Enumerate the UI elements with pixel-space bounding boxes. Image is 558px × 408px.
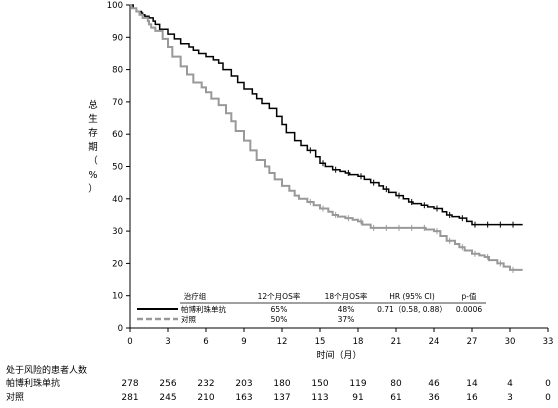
at-risk-value: 80 bbox=[390, 379, 402, 389]
legend-hr-pembro: 0.71（0.58, 0.88） bbox=[377, 305, 447, 314]
x-tick-label-18: 18 bbox=[353, 337, 364, 347]
y-axis-label-char: % bbox=[88, 170, 97, 181]
legend-header-p: p-值 bbox=[462, 291, 477, 301]
y-tick-label-40: 40 bbox=[112, 195, 123, 205]
at-risk-value: 203 bbox=[235, 379, 252, 389]
at-risk-value: 3 bbox=[507, 393, 513, 403]
y-tick-label-80: 80 bbox=[112, 66, 123, 76]
at-risk-value: 16 bbox=[466, 393, 478, 403]
y-axis-label-char: 总 bbox=[88, 99, 98, 111]
at-risk-label-pembro: 帕博利珠单抗 bbox=[6, 377, 60, 389]
x-tick-label-15: 15 bbox=[315, 337, 326, 347]
x-tick-label-9: 9 bbox=[241, 337, 246, 347]
y-tick-label-0: 0 bbox=[118, 324, 123, 334]
at-risk-value: 150 bbox=[311, 379, 328, 389]
at-risk-value: 4 bbox=[507, 379, 513, 389]
at-risk-value: 163 bbox=[235, 393, 252, 403]
y-tick-label-90: 90 bbox=[112, 33, 123, 43]
y-axis-label-char: （ bbox=[88, 155, 98, 167]
x-tick-label-21: 21 bbox=[391, 337, 402, 347]
at-risk-value: 281 bbox=[121, 393, 138, 403]
y-axis-label-char: ） bbox=[88, 183, 98, 195]
legend-header-os12: 12个月OS率 bbox=[258, 291, 301, 301]
legend-header-hr: HR (95% CI) bbox=[389, 292, 435, 301]
at-risk-value: 0 bbox=[545, 379, 551, 389]
at-risk-values: 278 256 232 203 180 150 119 80 46 14 4 0 281 245 210 16… bbox=[121, 379, 551, 403]
x-tick-label-27: 27 bbox=[467, 337, 478, 347]
legend-os12-control: 50% bbox=[271, 315, 288, 324]
x-axis-label: 时间（月） bbox=[316, 349, 361, 361]
at-risk-value: 91 bbox=[352, 393, 363, 403]
at-risk-value: 210 bbox=[197, 393, 214, 403]
y-axis-label-char: 存 bbox=[88, 127, 98, 139]
legend-label-control: 对照 bbox=[181, 314, 196, 324]
legend-os18-pembro: 48% bbox=[338, 305, 355, 314]
at-risk-value: 256 bbox=[159, 379, 176, 389]
at-risk-label-control: 对照 bbox=[6, 391, 24, 403]
y-axis-label-char: 生 bbox=[88, 113, 98, 125]
axes bbox=[129, 5, 548, 329]
at-risk-value: 61 bbox=[390, 393, 401, 403]
survival-curves bbox=[130, 4, 523, 273]
y-tick-label-50: 50 bbox=[112, 163, 123, 173]
at-risk-value: 113 bbox=[311, 393, 328, 403]
legend-header-group: 治疗组 bbox=[184, 291, 207, 301]
at-risk-value: 278 bbox=[121, 379, 138, 389]
y-ticks: 0 10 20 30 40 50 60 70 80 90 100 bbox=[107, 1, 130, 334]
at-risk-value: 46 bbox=[428, 379, 440, 389]
y-tick-label-10: 10 bbox=[112, 292, 123, 302]
legend-p-pembro: 0.0006 bbox=[456, 305, 482, 314]
y-tick-label-20: 20 bbox=[112, 259, 123, 269]
y-tick-label-70: 70 bbox=[112, 98, 123, 108]
at-risk-value: 14 bbox=[466, 379, 478, 389]
at-risk-value: 137 bbox=[273, 393, 290, 403]
at-risk-title: 处于风险的患者人数 bbox=[6, 364, 87, 376]
legend-label-pembro: 帕博利珠单抗 bbox=[181, 304, 226, 314]
survival-curve-control bbox=[130, 4, 523, 271]
y-tick-label-100: 100 bbox=[107, 1, 123, 11]
x-tick-label-30: 30 bbox=[505, 337, 516, 347]
x-tick-label-24: 24 bbox=[429, 337, 440, 347]
legend-header-os18: 18个月OS率 bbox=[325, 291, 368, 301]
y-tick-label-60: 60 bbox=[112, 130, 123, 140]
survival-curve-pembro bbox=[130, 4, 523, 226]
x-tick-label-12: 12 bbox=[277, 337, 288, 347]
y-axis-label-char: 期 bbox=[88, 142, 98, 153]
legend-os12-pembro: 65% bbox=[271, 305, 288, 314]
at-risk-value: 232 bbox=[197, 379, 214, 389]
x-tick-label-33: 33 bbox=[543, 337, 554, 347]
x-tick-label-3: 3 bbox=[165, 337, 170, 347]
x-ticks: 0 3 6 9 12 15 18 21 24 27 30 33 bbox=[127, 328, 553, 347]
at-risk-value: 180 bbox=[273, 379, 290, 389]
at-risk-value: 119 bbox=[349, 379, 366, 389]
y-tick-label-30: 30 bbox=[112, 227, 123, 237]
legend-table: 治疗组 12个月OS率 18个月OS率 HR (95% CI) p-值 帕博利珠… bbox=[137, 291, 486, 324]
at-risk-value: 245 bbox=[159, 393, 176, 403]
at-risk-value: 0 bbox=[545, 393, 551, 403]
legend-os18-control: 37% bbox=[338, 315, 355, 324]
x-tick-label-0: 0 bbox=[127, 337, 132, 347]
x-tick-label-6: 6 bbox=[203, 337, 208, 347]
at-risk-value: 36 bbox=[428, 393, 440, 403]
